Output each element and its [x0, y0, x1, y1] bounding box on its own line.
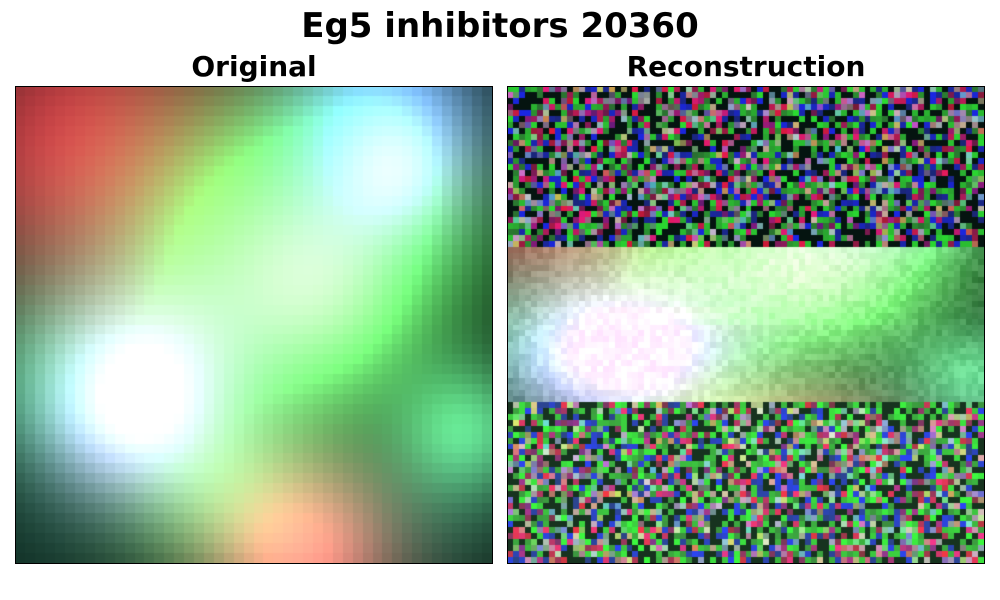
- original-image-canvas: [16, 87, 492, 563]
- figure-title: Eg5 inhibitors 20360: [301, 6, 699, 46]
- reconstruction-panel-title: Reconstruction: [626, 50, 866, 83]
- reconstruction-image-canvas: [508, 87, 984, 563]
- original-panel-title: Original: [191, 50, 317, 83]
- original-image: [15, 86, 493, 564]
- reconstruction-image: [507, 86, 985, 564]
